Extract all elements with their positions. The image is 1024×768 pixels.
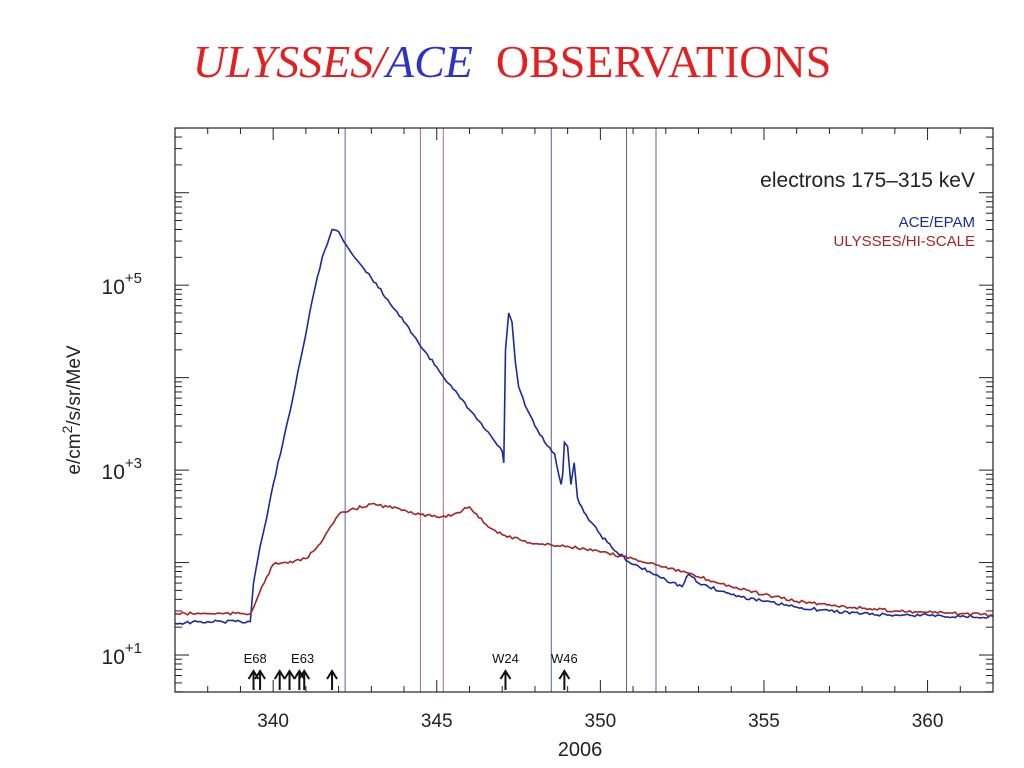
y-tick-base-1: 10 bbox=[102, 461, 125, 484]
event-label-0: E68 bbox=[244, 651, 267, 666]
event-arrow-6 bbox=[326, 669, 338, 690]
series-layer bbox=[174, 228, 994, 625]
event-arrow-7 bbox=[499, 669, 512, 690]
x-tick-label-0: 340 bbox=[257, 711, 289, 732]
slide-title: ULYSSES/ACE OBSERVATIONS bbox=[0, 32, 1024, 92]
event-arrow-3 bbox=[283, 669, 296, 690]
title-observations: OBSERVATIONS bbox=[495, 36, 832, 87]
vertical-markers bbox=[344, 128, 657, 692]
y-tick-exponent-2: +5 bbox=[125, 270, 142, 287]
y-label-rest: /s/sr/MeV bbox=[64, 345, 85, 426]
y-tick-base-0: 10 bbox=[102, 646, 125, 669]
series-line-1 bbox=[174, 502, 993, 618]
y-tick-label-0: 10+1 bbox=[102, 640, 142, 669]
event-markers: E68 E63 W24 W46 bbox=[244, 651, 578, 690]
event-arrow-1 bbox=[254, 669, 266, 690]
y-tick-base-2: 10 bbox=[102, 276, 125, 299]
x-tick-label-2: 350 bbox=[585, 711, 617, 732]
event-arrow-2 bbox=[273, 669, 286, 690]
legend-ace-epam: ACE/EPAM bbox=[899, 214, 975, 231]
legend-ulysses-hi-scale: ULYSSES/HI-SCALE bbox=[834, 233, 975, 250]
chart-annotation: electrons 175–315 keV bbox=[760, 169, 975, 192]
title-ulysses: ULYSSES/ bbox=[192, 36, 386, 87]
event-arrow-4 bbox=[293, 669, 306, 690]
y-label-exponent: 2 bbox=[59, 425, 75, 433]
title-ace: ACE bbox=[386, 36, 473, 87]
x-axis-label: 2006 bbox=[558, 739, 603, 761]
event-arrow-5 bbox=[298, 669, 311, 690]
y-tick-exponent-0: +1 bbox=[125, 640, 142, 657]
x-tick-label-1: 345 bbox=[421, 711, 453, 732]
event-arrow-8 bbox=[558, 669, 571, 690]
series-line-0 bbox=[174, 228, 994, 625]
event-label-3: W46 bbox=[551, 651, 578, 666]
y-label-base: e/cm bbox=[64, 433, 85, 474]
event-label-1: E63 bbox=[291, 651, 314, 666]
plot-frame bbox=[174, 127, 994, 693]
y-axis-label: e/cm2/s/sr/MeV bbox=[59, 345, 85, 475]
y-tick-label-2: 10+5 bbox=[102, 270, 142, 299]
event-arrow-0 bbox=[247, 669, 260, 690]
y-tick-exponent-1: +3 bbox=[125, 455, 142, 472]
x-tick-label-4: 360 bbox=[912, 711, 944, 732]
event-label-2: W24 bbox=[492, 651, 519, 666]
y-tick-label-1: 10+3 bbox=[102, 455, 142, 484]
axis-ticks bbox=[174, 127, 994, 693]
x-tick-label-3: 355 bbox=[748, 711, 780, 732]
